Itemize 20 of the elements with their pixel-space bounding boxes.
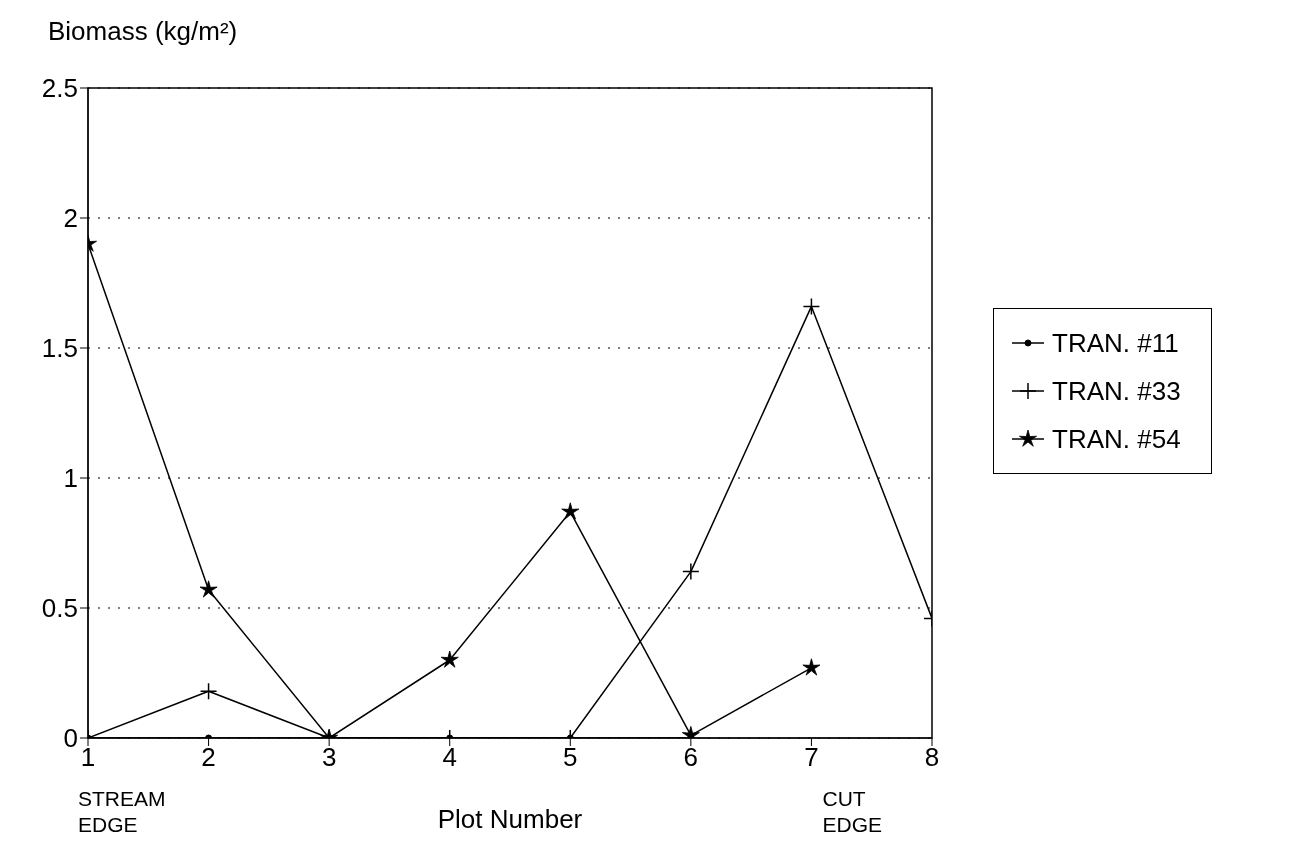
y-tick-label: 1.5 [41,333,78,364]
y-tick-label: 0 [63,723,78,754]
legend-label: TRAN. #54 [1052,423,1181,455]
x-tick-label: 8 [924,742,940,773]
x-tick-label: 7 [804,742,819,773]
y-tick-label: 2 [63,203,78,234]
x-tick-label: 3 [321,742,337,773]
text: STREAM EDGE [78,786,166,838]
x-tick-label: 4 [442,742,457,773]
x-tick-label: 2 [201,742,216,773]
legend-label: TRAN. #11 [1052,327,1179,359]
y-axis-title: Biomass (kg/m²) [48,16,238,47]
x-tick-label: 5 [563,742,578,773]
y-tick-label: 1 [63,463,78,494]
y-tick-label: 2.5 [41,73,78,104]
text: CUT EDGE [822,786,882,838]
legend-label: TRAN. #33 [1052,375,1181,407]
x-axis-title: Plot Number [437,804,583,835]
x-tick-label: 6 [683,742,699,773]
y-tick-label: 0.5 [41,593,78,624]
